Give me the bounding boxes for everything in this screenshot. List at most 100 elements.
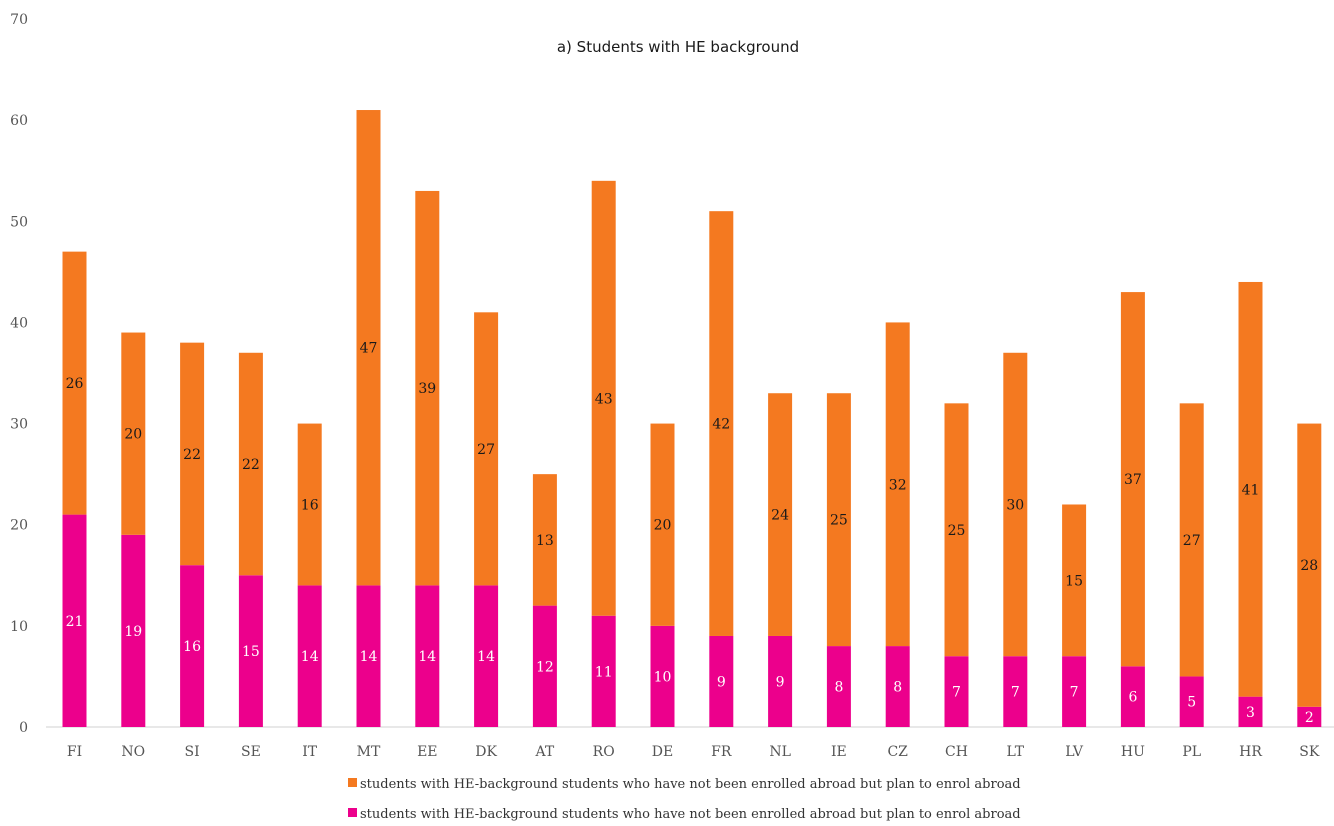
y-axis: 0 10 20 30 40 50 60 70 <box>10 12 28 736</box>
data-label: 30 <box>1006 497 1024 513</box>
x-tick-label: AT <box>535 744 555 760</box>
bar-segment-lv-series-1 <box>1062 504 1087 657</box>
data-label: 32 <box>889 477 907 493</box>
data-label: 7 <box>1070 685 1079 701</box>
y-tick-label: 50 <box>10 214 28 230</box>
bar-segment-it-series-0 <box>297 585 322 727</box>
bar-segment-pl-series-0 <box>1179 676 1204 727</box>
bar-segment-mt-series-1 <box>356 110 381 586</box>
data-label: 16 <box>301 497 319 513</box>
data-label: 20 <box>654 518 672 534</box>
bar-segment-it-series-1 <box>297 423 322 586</box>
legend-swatch <box>348 808 357 817</box>
bar-segment-lt-series-1 <box>1003 352 1028 657</box>
bar-segment-sk-series-0 <box>1297 706 1322 727</box>
bar-segment-hr-series-1 <box>1238 281 1263 697</box>
data-label: 27 <box>477 442 495 458</box>
bar-segment-ch-series-0 <box>944 656 969 727</box>
x-tick-label: FI <box>67 744 82 760</box>
data-label: 9 <box>717 674 726 690</box>
x-tick-label: HR <box>1239 744 1262 760</box>
data-label: 8 <box>893 680 902 696</box>
x-tick-label: DK <box>475 744 497 760</box>
bar-segment-ee-series-0 <box>415 585 440 727</box>
data-label: 37 <box>1124 472 1142 488</box>
x-tick-label: HU <box>1121 744 1145 760</box>
data-label: 15 <box>242 644 260 660</box>
bar-segment-ie-series-0 <box>826 646 851 727</box>
legend-swatch <box>348 778 357 787</box>
x-tick-label: EE <box>417 744 437 760</box>
bar-segment-fi-series-0 <box>62 514 87 727</box>
bar-segment-hu-series-0 <box>1120 666 1145 727</box>
bar-segment-no-series-1 <box>121 332 146 535</box>
y-tick-label: 20 <box>10 518 28 534</box>
bar-segment-nl-series-0 <box>768 635 793 727</box>
bar-segment-ro-series-0 <box>591 615 616 727</box>
y-tick-label: 0 <box>19 720 28 736</box>
x-tick-label: DE <box>652 744 673 760</box>
data-label: 28 <box>1300 558 1318 574</box>
bar-segment-fr-series-0 <box>709 635 734 727</box>
data-label: 21 <box>66 614 84 630</box>
bar-segment-dk-series-1 <box>474 312 499 586</box>
x-tick-label: SI <box>185 744 200 760</box>
bar-segment-pl-series-1 <box>1179 403 1204 677</box>
bar-segment-at-series-1 <box>532 474 557 606</box>
y-tick-label: 40 <box>10 315 28 331</box>
bar-segment-sk-series-1 <box>1297 423 1322 707</box>
bar-segment-se-series-1 <box>238 352 263 576</box>
bar-segment-lt-series-0 <box>1003 656 1028 727</box>
bar-segment-si-series-1 <box>180 342 205 566</box>
data-label: 14 <box>360 649 378 665</box>
bar-segment-cz-series-1 <box>885 322 910 647</box>
data-label: 9 <box>776 674 785 690</box>
x-tick-label: MT <box>357 744 381 760</box>
bar-segment-at-series-0 <box>532 605 557 727</box>
bar-segment-fr-series-1 <box>709 211 734 636</box>
legend-label: students with HE-background students who… <box>360 777 1021 792</box>
data-label: 43 <box>595 391 613 407</box>
data-label: 42 <box>712 417 730 433</box>
x-axis: FI NO SI SE IT MT EE DK AT RO DE FR NL IE CZ CH LT LV HU PL… <box>67 744 1320 760</box>
data-label: 20 <box>124 427 142 443</box>
data-label: 14 <box>301 649 319 665</box>
x-tick-label: CZ <box>887 744 908 760</box>
bar-segment-no-series-0 <box>121 534 146 727</box>
x-tick-label: RO <box>593 744 615 760</box>
bar-segment-hr-series-0 <box>1238 696 1263 727</box>
bar-segment-de-series-1 <box>650 423 675 626</box>
bar-segment-hu-series-1 <box>1120 292 1145 667</box>
y-tick-label: 10 <box>10 619 28 635</box>
bar-segment-ch-series-1 <box>944 403 969 657</box>
bar-segment-fi-series-1 <box>62 251 87 515</box>
bar-segment-si-series-0 <box>180 565 205 727</box>
legend: students with HE-background students who… <box>348 777 1021 822</box>
legend-label: students with HE-background students who… <box>360 807 1021 822</box>
data-label: 6 <box>1128 690 1137 706</box>
bar-segment-lv-series-0 <box>1062 656 1087 727</box>
data-label: 22 <box>242 457 260 473</box>
x-tick-label: NO <box>121 744 145 760</box>
data-label: 16 <box>183 639 201 655</box>
bar-segment-ie-series-1 <box>826 393 851 647</box>
data-label: 25 <box>948 523 966 539</box>
data-label: 22 <box>183 447 201 463</box>
bars: 2126192016221522141614471439142712131143… <box>62 110 1322 727</box>
data-label: 47 <box>360 341 378 357</box>
x-tick-label: NL <box>769 744 791 760</box>
x-tick-label: SK <box>1299 744 1320 760</box>
x-tick-label: LT <box>1007 744 1025 760</box>
data-label: 26 <box>66 376 84 392</box>
chart-title: a) Students with HE background <box>557 38 799 56</box>
data-label: 15 <box>1065 573 1083 589</box>
data-label: 27 <box>1183 533 1201 549</box>
data-label: 13 <box>536 533 554 549</box>
bar-segment-cz-series-0 <box>885 646 910 727</box>
data-label: 3 <box>1246 705 1255 721</box>
data-label: 12 <box>536 659 554 675</box>
data-label: 10 <box>654 669 672 685</box>
x-tick-label: PL <box>1182 744 1201 760</box>
data-label: 7 <box>1011 685 1020 701</box>
